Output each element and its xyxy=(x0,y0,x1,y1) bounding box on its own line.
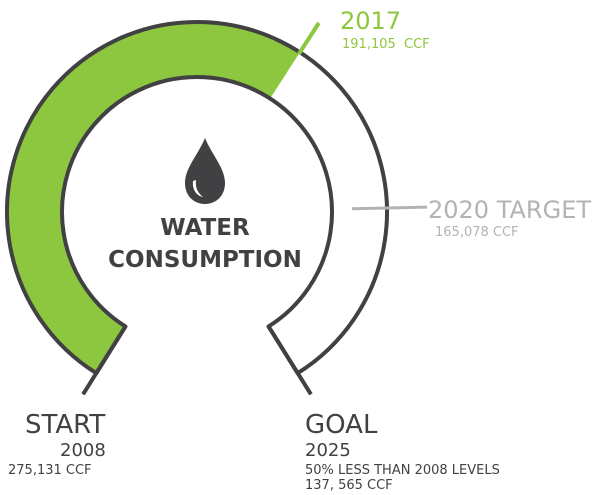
start-value-label: 275,131 CCF xyxy=(8,463,92,478)
goal-note: 50% LESS THAN 2008 LEVELS xyxy=(305,463,500,478)
target-value-label: 165,078 CCF xyxy=(435,225,519,240)
target-marker xyxy=(351,205,427,211)
gauge-title: WATER CONSUMPTION xyxy=(108,215,302,273)
current-value-label: 191,105 CCF xyxy=(342,37,430,52)
water-drop-icon xyxy=(185,138,225,204)
goal-label: GOAL xyxy=(305,410,378,440)
goal-value-label: 137, 565 CCF xyxy=(305,478,393,493)
current-fill xyxy=(7,22,300,374)
current-label: 2017 xyxy=(340,7,401,35)
current-marker xyxy=(297,21,321,56)
gauge-outline xyxy=(5,20,389,376)
goal-year: 2025 xyxy=(305,440,351,461)
goal-marker xyxy=(266,325,313,396)
start-label: START xyxy=(25,410,105,440)
target-label: 2020 TARGET xyxy=(428,196,591,224)
start-year: 2008 xyxy=(60,440,106,461)
start-marker xyxy=(81,325,128,396)
drop-highlight xyxy=(192,180,203,197)
